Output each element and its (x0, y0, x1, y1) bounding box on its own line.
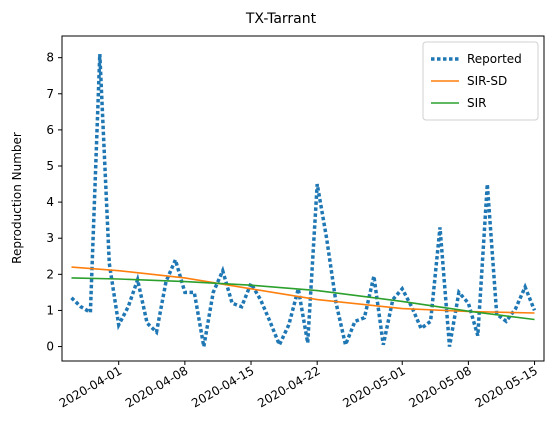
chart-title: TX-Tarrant (245, 11, 317, 27)
legend: Reported SIR-SD SIR (422, 41, 539, 121)
y-axis-label: Reproduction Number (10, 132, 24, 264)
y-tick-label: 2 (46, 267, 54, 281)
legend-box (422, 41, 539, 121)
x-tick-label: 2020-04-08 (123, 363, 190, 410)
y-tick-label: 6 (46, 123, 54, 137)
x-axis: 2020-04-012020-04-082020-04-152020-04-22… (57, 361, 540, 410)
x-tick-label: 2020-05-01 (340, 363, 407, 410)
legend-label: SIR-SD (467, 74, 507, 88)
series-line-sir (71, 277, 535, 321)
plot-frame (61, 35, 545, 362)
y-axis: 0 1 2 3 4 5 6 7 8 (46, 51, 62, 354)
x-tick-label: 2020-05-08 (406, 363, 473, 410)
y-tick-label: 7 (46, 87, 54, 101)
x-tick-label: 2020-04-15 (189, 363, 256, 410)
y-tick-label: 0 (46, 340, 54, 354)
y-tick-label: 3 (46, 231, 54, 245)
y-tick-label: 1 (46, 303, 54, 317)
x-tick-label: 2020-04-01 (57, 363, 124, 410)
plot-lines (70, 54, 537, 351)
series-line-sir-sd (71, 266, 535, 314)
x-tick-label: 2020-05-15 (473, 363, 540, 410)
y-tick-label: 4 (46, 195, 54, 209)
legend-label: SIR (467, 96, 487, 110)
y-tick-label: 8 (46, 51, 54, 65)
x-tick-label: 2020-04-22 (255, 363, 322, 410)
legend-label: Reported (467, 52, 522, 66)
series-line-reported (70, 54, 537, 351)
y-tick-label: 5 (46, 159, 54, 173)
